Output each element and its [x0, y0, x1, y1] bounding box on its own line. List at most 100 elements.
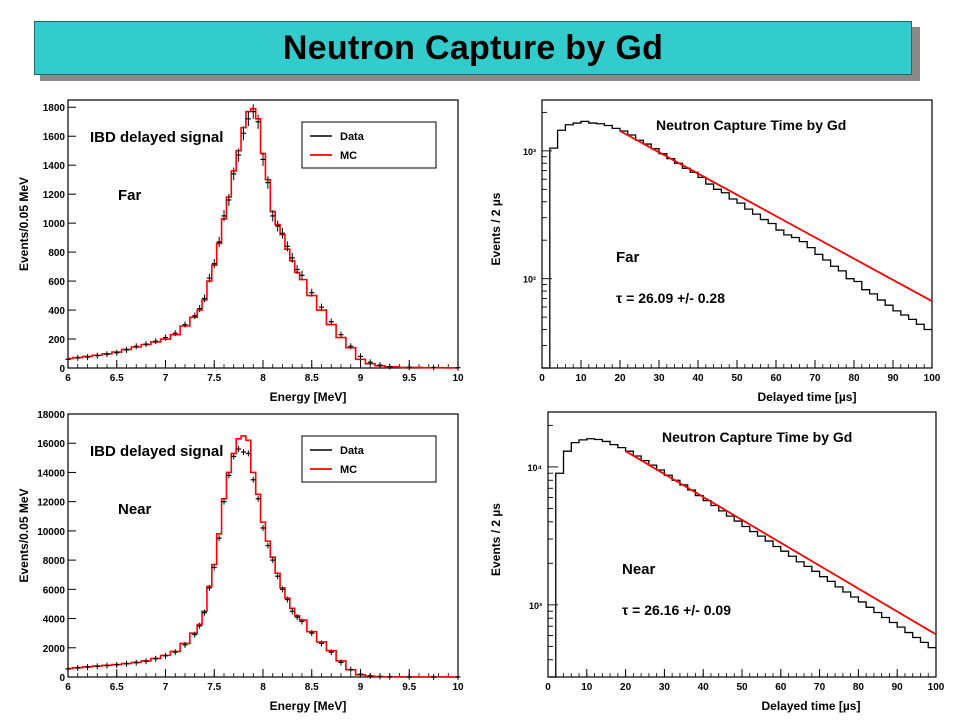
x-tick-label: 9.5 — [402, 682, 416, 693]
site-label: Near — [118, 501, 152, 518]
legend-box — [301, 435, 437, 483]
x-tick-label: 8.5 — [305, 682, 319, 693]
x-tick-label: 40 — [698, 682, 710, 693]
y-axis-label: Events / 2 µs — [489, 503, 503, 576]
y-tick-label: 10² — [523, 275, 536, 285]
x-tick-label: 70 — [814, 682, 826, 693]
y-tick-label: 18000 — [37, 410, 65, 421]
legend-mc-label: MC — [340, 150, 357, 162]
y-tick-label: 1000 — [43, 219, 66, 230]
x-tick-label: 90 — [892, 682, 904, 693]
x-tick-label: 6.5 — [110, 373, 124, 384]
y-tick-label: 4000 — [43, 615, 66, 626]
x-tick-label: 6 — [65, 682, 71, 693]
mc-histogram — [68, 107, 458, 369]
y-tick-label: 1200 — [43, 190, 66, 201]
fit-result: τ = 26.16 +/- 0.09 — [622, 602, 731, 618]
y-axis-label: Events/0.05 MeV — [17, 177, 31, 271]
exponential-fit-line — [625, 450, 937, 636]
x-axis-label: Delayed time [µs] — [762, 699, 861, 713]
x-tick-label: 30 — [653, 373, 665, 384]
y-tick-label: 12000 — [37, 498, 65, 509]
y-tick-label: 1600 — [43, 132, 66, 143]
y-tick-label: 1400 — [43, 161, 66, 172]
x-tick-label: 7.5 — [207, 682, 221, 693]
mc-histogram — [68, 435, 458, 678]
plot-frame — [547, 411, 937, 678]
x-tick-label: 7.5 — [207, 373, 221, 384]
far-capture-time-chart: 0 10 20 30 40 50 60 70 80 90 100 10² 10³ Delayed time… — [489, 99, 941, 404]
x-tick-label: 20 — [614, 373, 626, 384]
legend-box — [301, 121, 437, 169]
y-axis-label: Events / 2 µs — [489, 192, 503, 265]
site-label: Far — [118, 187, 142, 204]
chart-title: Neutron Capture Time by Gd — [662, 429, 852, 445]
y-tick-label: 10³ — [523, 147, 536, 157]
x-tick-label: 9.5 — [402, 373, 416, 384]
x-tick-label: 6.5 — [110, 682, 124, 693]
x-tick-label: 60 — [775, 682, 787, 693]
legend-data-label: Data — [340, 445, 365, 457]
site-label: Near — [622, 561, 656, 578]
y-tick-label: 8000 — [43, 556, 66, 567]
x-axis-label: Energy [MeV] — [270, 699, 347, 713]
x-tick-label: 0 — [545, 682, 551, 693]
data-histogram — [548, 438, 936, 678]
y-tick-label: 0 — [59, 673, 65, 684]
signal-label: IBD delayed signal — [90, 443, 223, 460]
title-banner: Neutron Capture by Gd — [34, 21, 912, 75]
x-tick-label: 90 — [887, 373, 899, 384]
y-tick-label: 10³ — [529, 601, 542, 611]
y-tick-label: 400 — [48, 306, 65, 317]
x-axis-label: Energy [MeV] — [270, 390, 347, 404]
signal-label: IBD delayed signal — [90, 129, 223, 146]
y-tick-label: 6000 — [43, 585, 66, 596]
y-tick-label: 10000 — [37, 527, 65, 538]
y-tick-label: 10⁴ — [528, 463, 542, 473]
fit-result: τ = 26.09 +/- 0.28 — [616, 290, 725, 306]
y-tick-label: 1800 — [43, 103, 66, 114]
y-axis-label: Events/0.05 MeV — [17, 488, 31, 582]
x-tick-label: 0 — [539, 373, 545, 384]
x-tick-label: 9 — [358, 373, 364, 384]
y-tick-label: 14000 — [37, 468, 65, 479]
x-tick-label: 10 — [452, 373, 464, 384]
far-energy-chart: 6 6.5 7 7.5 8 8.5 9 9.5 10 0 200 400 600 800 1000 1200 1… — [17, 99, 464, 404]
x-tick-label: 7 — [163, 682, 169, 693]
near-capture-time-chart: 0 10 20 30 40 50 60 70 80 90 100 10³ 10⁴ Delayed time… — [489, 411, 945, 713]
x-tick-label: 6 — [65, 373, 71, 384]
legend-mc-label: MC — [340, 464, 357, 476]
x-tick-label: 10 — [581, 682, 593, 693]
x-tick-label: 80 — [848, 373, 860, 384]
y-tick-label: 600 — [48, 277, 65, 288]
y-tick-label: 2000 — [43, 644, 66, 655]
y-tick-label: 800 — [48, 248, 65, 259]
x-tick-label: 50 — [731, 373, 743, 384]
x-tick-label: 8 — [260, 682, 266, 693]
x-tick-label: 10 — [575, 373, 587, 384]
x-tick-label: 30 — [659, 682, 671, 693]
exponential-fit-line — [619, 130, 933, 302]
x-tick-label: 100 — [928, 682, 945, 693]
data-histogram — [542, 120, 932, 369]
x-tick-label: 100 — [924, 373, 941, 384]
near-energy-chart: 6 6.5 7 7.5 8 8.5 9 9.5 10 0 2000 4000 6000 8000 10000… — [17, 410, 464, 713]
chart-title: Neutron Capture Time by Gd — [656, 117, 846, 133]
x-tick-label: 8 — [260, 373, 266, 384]
legend-data-label: Data — [340, 131, 365, 143]
y-tick-label: 200 — [48, 335, 65, 346]
x-tick-label: 50 — [736, 682, 748, 693]
x-tick-label: 70 — [809, 373, 821, 384]
x-tick-label: 7 — [163, 373, 169, 384]
x-tick-label: 10 — [452, 682, 464, 693]
x-tick-label: 20 — [620, 682, 632, 693]
plot-frame — [541, 99, 933, 369]
x-tick-label: 60 — [770, 373, 782, 384]
x-tick-label: 8.5 — [305, 373, 319, 384]
y-tick-label: 0 — [59, 364, 65, 375]
x-axis-label: Delayed time [µs] — [758, 390, 857, 404]
x-tick-label: 80 — [853, 682, 865, 693]
x-tick-label: 40 — [692, 373, 704, 384]
site-label: Far — [616, 249, 640, 266]
y-tick-label: 16000 — [37, 439, 65, 450]
